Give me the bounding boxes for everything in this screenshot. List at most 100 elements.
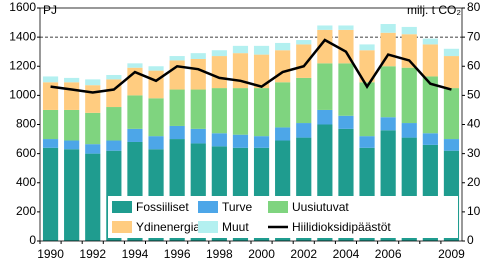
bar-segment xyxy=(42,76,59,83)
bar-segment xyxy=(106,79,122,108)
bar-segment xyxy=(317,63,333,110)
bar-segment xyxy=(443,56,460,89)
bar-segment xyxy=(169,89,185,126)
bar-segment xyxy=(359,44,375,51)
legend-label: Hiilidioksidipäästöt xyxy=(292,220,391,234)
y2-tick-label: 20 xyxy=(467,175,481,189)
bar-segment xyxy=(401,34,417,68)
bar-segment xyxy=(211,50,227,57)
y2-tick-label: 40 xyxy=(467,117,481,131)
bar-segment xyxy=(422,76,438,134)
bar-segment xyxy=(443,88,460,140)
y2-tick-label: 80 xyxy=(467,0,481,14)
bar-segment xyxy=(64,109,80,141)
y2-tick-label: 50 xyxy=(467,88,481,102)
legend-swatch xyxy=(198,201,218,213)
bar-segment xyxy=(148,136,164,150)
bar-segment xyxy=(148,98,164,137)
bar-segment xyxy=(275,127,291,141)
bar-segment xyxy=(190,58,206,90)
bar-segment xyxy=(253,88,270,137)
bar-segment xyxy=(64,82,80,110)
bar-segment xyxy=(85,112,101,145)
bar-segment xyxy=(338,63,354,116)
bar-segment xyxy=(401,67,417,124)
bar-segment xyxy=(106,74,122,80)
y-axis-label: PJ xyxy=(43,3,57,17)
bar-segment xyxy=(317,25,333,30)
legend-label: Fossiiliset xyxy=(136,200,189,214)
bar-segment xyxy=(190,128,206,144)
y2-tick-label: 60 xyxy=(467,58,481,72)
bar-segment xyxy=(317,109,333,125)
bar-segment xyxy=(85,85,101,113)
bar-segment xyxy=(338,115,354,129)
y-tick-label: 200 xyxy=(16,204,36,218)
bar-segment xyxy=(85,153,101,241)
y2-tick-label: 10 xyxy=(467,204,481,218)
bar-segment xyxy=(211,56,227,89)
bar-segment xyxy=(85,144,101,154)
bar-segment xyxy=(422,38,438,45)
bar-segment xyxy=(359,136,375,148)
x-tick-label: 1994 xyxy=(122,247,149,261)
bar-segment xyxy=(422,44,438,77)
line-series xyxy=(50,38,452,94)
x-tick-label: 1992 xyxy=(79,247,106,261)
bar-segment xyxy=(401,123,417,138)
bar-segment xyxy=(127,63,143,68)
y-tick-label: 1400 xyxy=(9,29,36,43)
x-tick-label: 1998 xyxy=(206,247,233,261)
y-tick-label: 800 xyxy=(16,117,36,131)
bar-segment xyxy=(148,70,164,99)
y-tick-label: 600 xyxy=(16,146,36,160)
x-tick-label: 1996 xyxy=(164,247,191,261)
bar-segment xyxy=(64,77,80,83)
legend-swatch xyxy=(112,201,132,213)
bar-segment xyxy=(296,44,312,78)
bar-segment xyxy=(127,95,143,129)
x-tick-label: 2000 xyxy=(248,247,275,261)
bar-segment xyxy=(380,66,396,118)
bar-segment xyxy=(422,133,438,145)
bar-segment xyxy=(190,89,206,129)
bar-segment xyxy=(275,42,291,51)
x-tick-label: 1990 xyxy=(37,247,64,261)
x-tick-label: 2009 xyxy=(438,247,465,261)
bar-segment xyxy=(275,82,291,128)
bar-segment xyxy=(169,125,185,140)
bar-segment xyxy=(106,140,122,151)
y2-tick-label: 30 xyxy=(467,146,481,160)
bar-segment xyxy=(401,26,417,35)
y-tick-label: 1000 xyxy=(9,88,36,102)
bar-segment xyxy=(443,139,460,151)
bar-segment xyxy=(64,140,80,150)
legend-label: Uusiutuvat xyxy=(292,200,349,214)
bar-segment xyxy=(253,45,270,55)
bar-segment xyxy=(380,117,396,131)
bar-segment xyxy=(380,24,396,33)
bar-segment xyxy=(169,60,185,90)
bar-segment xyxy=(232,134,249,148)
bar-segment xyxy=(359,82,375,137)
legend-label: Turve xyxy=(222,200,253,214)
y-tick-label: 0 xyxy=(29,233,36,247)
bar-segment xyxy=(232,45,249,54)
bar-segment xyxy=(317,29,333,64)
bar-segment xyxy=(42,147,59,241)
bar-segment xyxy=(85,79,101,86)
bar-segment xyxy=(190,53,206,59)
y-tick-label: 400 xyxy=(16,175,36,189)
bar-segment xyxy=(232,88,249,135)
bar-segment xyxy=(127,128,143,142)
legend-swatch xyxy=(112,221,132,233)
bar-segment xyxy=(380,32,396,67)
legend-label: Muut xyxy=(222,220,249,234)
y2-tick-label: 70 xyxy=(467,29,481,43)
bar-segment xyxy=(253,136,270,148)
bar-segment xyxy=(106,107,122,141)
legend-swatch xyxy=(268,201,288,213)
x-tick-label: 2004 xyxy=(333,247,360,261)
bar-segment xyxy=(359,50,375,83)
